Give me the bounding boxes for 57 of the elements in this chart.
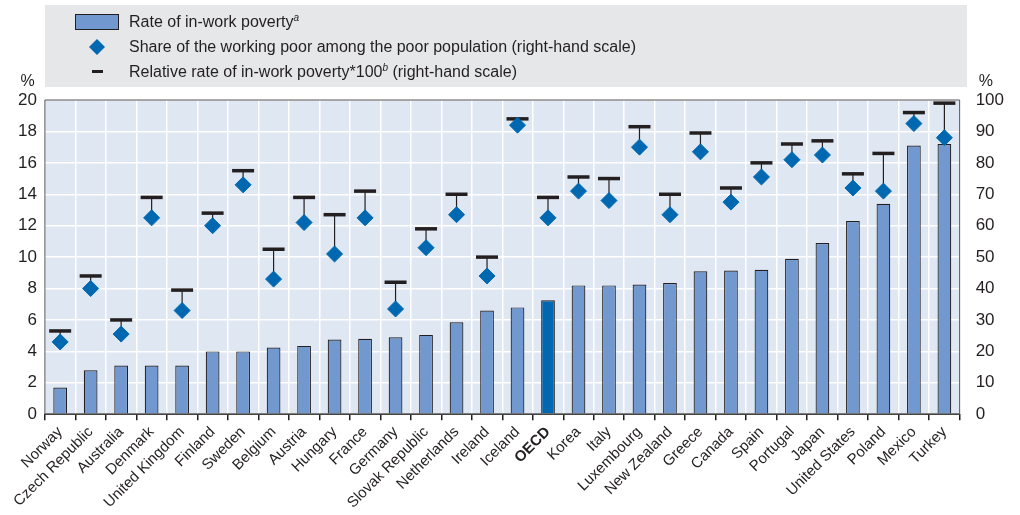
point <box>509 116 527 134</box>
point <box>387 300 405 318</box>
y2-tick-label: 40 <box>975 278 995 298</box>
point <box>112 325 130 343</box>
y2-tick-label: 70 <box>975 183 995 203</box>
point <box>539 209 557 227</box>
point <box>82 280 100 298</box>
point <box>752 168 770 186</box>
y-tick-label: 4 <box>27 341 37 361</box>
y-tick-label: 18 <box>17 121 37 141</box>
point <box>356 209 374 227</box>
legend-label: Share of the working poor among the poor population (right-hand scale) <box>129 37 636 56</box>
y-tick-label: 2 <box>27 372 37 392</box>
y-tick-label: 14 <box>17 183 37 203</box>
y2-tick-label: 20 <box>975 341 995 361</box>
y2-tick-label: 10 <box>975 372 995 392</box>
point <box>295 214 313 232</box>
y2-axis-title: % <box>978 72 994 90</box>
y2-tick-label: 60 <box>975 215 995 235</box>
y-tick-label: 0 <box>27 403 37 423</box>
point <box>630 138 648 156</box>
y2-tick-label: 30 <box>975 309 995 329</box>
point <box>813 146 831 164</box>
point <box>265 270 283 288</box>
y2-tick-label: 90 <box>975 121 995 141</box>
point <box>448 206 466 224</box>
point <box>600 192 618 210</box>
y-tick-label: 6 <box>27 309 37 329</box>
y-axis-title: % <box>20 72 35 90</box>
point <box>204 217 222 235</box>
y-tick-label: 10 <box>17 246 37 266</box>
point <box>661 206 679 224</box>
point <box>143 209 161 227</box>
point <box>173 302 191 320</box>
point <box>691 143 709 161</box>
point <box>570 182 587 200</box>
point <box>417 239 435 257</box>
legend-label: Rate of in-work poverty$^{a}$ <box>129 11 300 32</box>
y-tick-label: 16 <box>17 152 37 172</box>
y2-tick-label: 100 <box>975 89 1005 109</box>
text: Relative rate of in-work poverty*100$^{b}$ (right-hand scale) <box>129 61 517 82</box>
point <box>478 267 496 285</box>
point <box>783 151 801 169</box>
point <box>935 129 953 147</box>
point <box>326 245 344 263</box>
y-tick-label: 20 <box>17 89 37 109</box>
y2-tick-label: 50 <box>975 246 995 266</box>
point <box>234 176 252 194</box>
point <box>844 179 862 197</box>
y-tick-label: 12 <box>17 215 37 235</box>
point <box>722 193 740 211</box>
point <box>51 333 69 351</box>
point <box>905 115 923 133</box>
y2-tick-label: 80 <box>975 152 995 172</box>
point <box>874 182 892 200</box>
y-tick-label: 8 <box>27 278 37 298</box>
y2-tick-label: 0 <box>975 403 986 423</box>
